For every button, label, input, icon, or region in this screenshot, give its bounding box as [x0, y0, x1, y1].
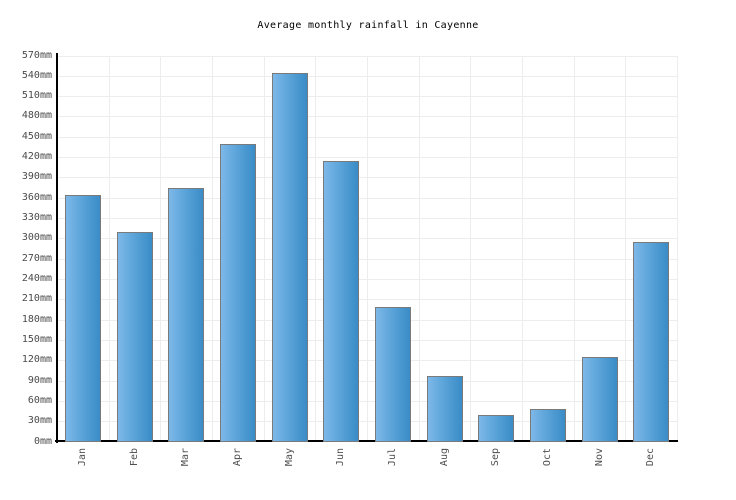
y-tick-label: 450mm [21, 130, 52, 142]
bar-jan[interactable] [65, 194, 101, 442]
vertical-gridline [573, 55, 575, 442]
y-tick-label: 210mm [21, 293, 52, 305]
bar-oct[interactable] [530, 408, 566, 442]
y-tick-label: 300mm [21, 232, 52, 244]
y-tick-label: 540mm [21, 69, 52, 81]
bar-dec[interactable] [633, 241, 669, 442]
x-tick-label-aug: Aug [438, 447, 450, 466]
bar-feb[interactable] [117, 231, 153, 442]
vertical-gridline [108, 55, 110, 442]
y-tick-label: 360mm [21, 191, 52, 203]
y-tick-label: 150mm [21, 333, 52, 345]
x-tick-label-jun: Jun [335, 447, 347, 466]
bar-jul[interactable] [375, 306, 411, 442]
x-tick-label-oct: Oct [541, 447, 553, 466]
vertical-gridline [367, 55, 368, 442]
bar-nov[interactable] [582, 356, 618, 442]
vertical-gridline [625, 55, 627, 442]
bar-apr[interactable] [220, 143, 256, 442]
y-tick-label: 60mm [27, 394, 52, 406]
y-tick-label: 120mm [21, 354, 52, 366]
y-tick-label: 420mm [21, 151, 52, 163]
x-tick-label-nov: Nov [593, 447, 605, 466]
vertical-gridline [677, 55, 678, 442]
y-tick-label: 480mm [21, 110, 52, 122]
y-tick-label: 180mm [21, 313, 52, 325]
x-tick-label-jul: Jul [386, 447, 398, 466]
bar-mar[interactable] [168, 187, 204, 442]
vertical-gridline [160, 55, 162, 442]
bar-aug[interactable] [427, 375, 463, 442]
y-tick-label: 30mm [27, 415, 52, 427]
y-tick-label: 240mm [21, 272, 52, 284]
x-tick-label-sep: Sep [490, 447, 502, 466]
x-tick-label-dec: Dec [645, 447, 657, 466]
chart-title: Average monthly rainfall in Cayenne [257, 20, 479, 31]
x-tick-label-apr: Apr [231, 447, 243, 466]
y-tick-label: 510mm [21, 90, 52, 102]
x-axis-line [55, 440, 678, 442]
bar-jun[interactable] [323, 160, 359, 442]
vertical-gridline [263, 55, 265, 442]
bar-may[interactable] [272, 72, 308, 442]
bar-sep[interactable] [478, 414, 514, 442]
vertical-gridline [418, 55, 420, 442]
x-tick-label-mar: Mar [180, 447, 192, 466]
vertical-gridline [470, 55, 472, 442]
x-tick-label-feb: Feb [128, 447, 140, 466]
y-tick-label: 390mm [21, 171, 52, 183]
y-tick-label: 570mm [21, 49, 52, 61]
x-tick-label-may: May [283, 447, 295, 466]
vertical-gridline [315, 55, 317, 442]
y-tick-label: 90mm [27, 374, 52, 386]
y-axis-line [56, 53, 58, 443]
y-tick-label: 270mm [21, 252, 52, 264]
vertical-gridline [522, 55, 523, 442]
x-tick-label-jan: Jan [76, 447, 88, 466]
y-tick-label: 0mm [33, 435, 52, 447]
vertical-gridline [212, 55, 213, 442]
y-tick-label: 330mm [21, 212, 52, 224]
